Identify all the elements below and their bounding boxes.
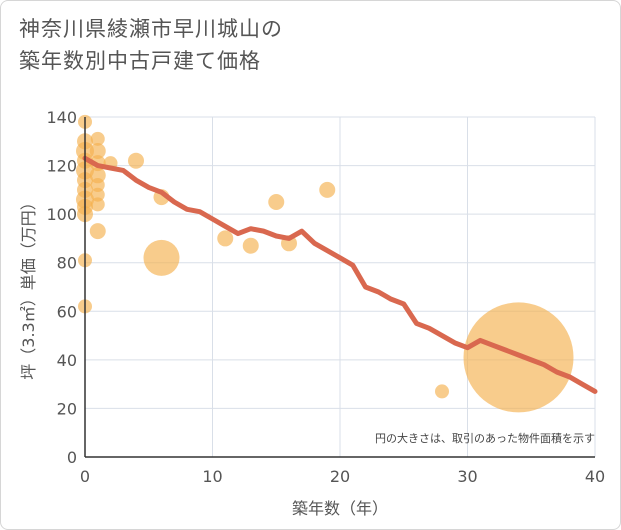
bubble-series [76,114,574,413]
axes: 0 10 20 30 40 0 20 40 60 80 100 120 140 [46,108,605,486]
scatter-point [90,197,105,212]
x-tick-label: 0 [80,467,90,486]
x-axis-label: 築年数（年） [292,499,388,518]
y-tick-label: 40 [57,351,77,370]
y-tick-label: 0 [67,448,77,467]
x-tick-label: 40 [585,467,605,486]
scatter-point [90,131,105,146]
scatter-point [89,223,106,240]
y-tick-label: 100 [46,205,77,224]
y-tick-label: 60 [57,302,77,321]
scatter-point [268,194,285,210]
y-tick-label: 20 [57,399,77,418]
y-tick-label: 80 [57,254,77,273]
scatter-point [90,178,105,192]
trend-line [82,155,598,394]
scatter-point [89,143,106,159]
scatter-point [143,239,180,276]
chart-title-line2: 築年数別中古戸建て価格 [19,49,261,73]
y-axis-label: 坪（3.3㎡）単価（万円） [19,194,38,379]
scatter-point [242,237,259,254]
x-tick-label: 30 [457,467,477,486]
scatter-point [435,384,449,399]
chart-title-line1: 神奈川県綾瀬市早川城山の [19,17,283,41]
y-tick-label: 120 [46,157,77,176]
trend-series [82,155,598,394]
scatter-point [90,187,105,202]
size-note: 円の大きさは、取引のあった物件面積を示す [375,431,595,445]
x-tick-label: 20 [330,467,350,486]
scatter-point [128,152,144,169]
scatter-point [319,181,336,198]
scatter-point [217,230,234,247]
y-tick-label: 140 [46,108,77,127]
x-tick-label: 10 [202,467,222,486]
chart-title: 神奈川県綾瀬市早川城山の 築年数別中古戸建て価格 [19,13,283,77]
